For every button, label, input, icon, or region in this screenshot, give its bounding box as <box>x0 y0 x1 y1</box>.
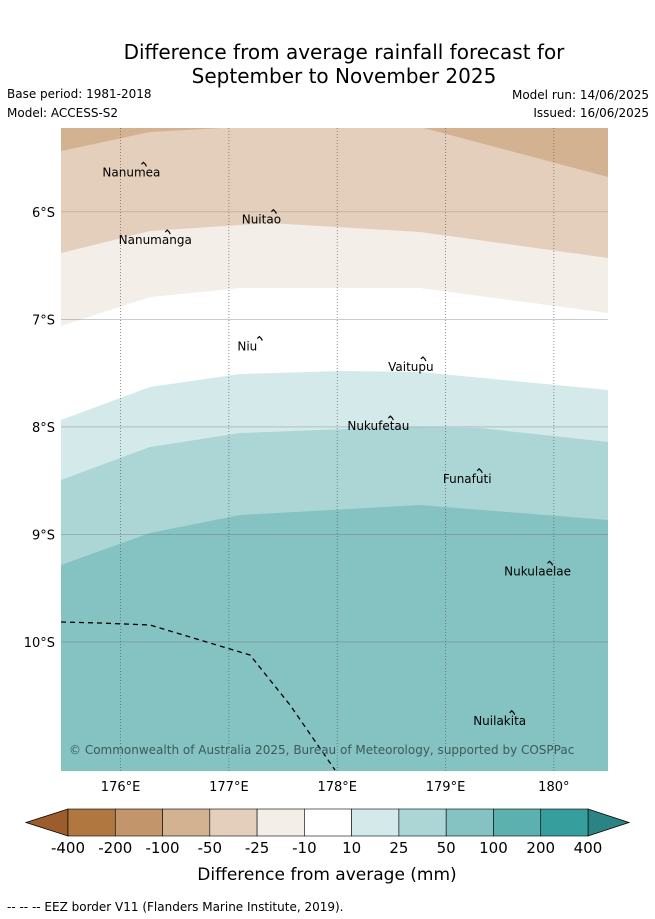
eez-footer-note: -- -- -- EEZ border V11 (Flanders Marine… <box>7 900 344 914</box>
title-line-1: Difference from average rainfall forecas… <box>123 40 565 64</box>
colorbar-swatch <box>493 808 542 837</box>
colorbar-tick-label: -100 <box>146 839 180 857</box>
island-shape <box>387 415 394 421</box>
base-period: Base period: 1981-2018 <box>7 87 152 101</box>
chart-title: Difference from average rainfall forecas… <box>0 40 655 88</box>
eez-border <box>61 621 336 771</box>
colorbar-tick-label: 25 <box>389 839 408 857</box>
graticule <box>61 128 608 771</box>
lat-tick-label: 7°S <box>32 313 55 328</box>
rainfall-bands <box>61 128 608 771</box>
island-shape <box>547 560 554 566</box>
island-shape <box>420 356 427 362</box>
lat-tick-label: 8°S <box>32 421 55 436</box>
lat-tick-label: 10°S <box>24 636 55 651</box>
colorbar-swatch <box>256 808 305 837</box>
island-shape <box>140 161 147 167</box>
colorbar-swatch <box>304 808 352 837</box>
island-label: Nukufetau <box>347 419 409 433</box>
island-label: Nuitao <box>242 213 281 227</box>
lon-tick-label: 180° <box>538 780 569 795</box>
lat-tick-label: 6°S <box>32 206 55 221</box>
axis-tick-labels: 176°E 177°E 178°E 179°E 180° 6°S 7°S 8°S 9°S 10°S <box>24 206 570 795</box>
colorbar-tick-label: 100 <box>479 839 508 857</box>
colorbar-swatch <box>114 808 163 837</box>
island-label: Vaitupu <box>388 360 434 374</box>
model-name: Model: ACCESS-S2 <box>7 106 119 120</box>
island-label: Nuilakita <box>473 714 526 728</box>
issued-date: Issued: 16/06/2025 <box>533 106 649 120</box>
colorbar-tick-label: -25 <box>245 839 270 857</box>
colorbar-swatch <box>445 808 494 837</box>
colorbar-over-arrow <box>587 808 631 837</box>
colorbar-tick-label: 200 <box>526 839 555 857</box>
island-label: Nanumanga <box>119 233 192 247</box>
colorbar-swatch <box>540 808 589 837</box>
copyright-notice: © Commonwealth of Australia 2025, Bureau… <box>69 743 574 757</box>
island-label: Nukulaelae <box>504 564 571 578</box>
colorbar-tick-label: 400 <box>574 839 603 857</box>
title-line-2: September to November 2025 <box>191 64 497 88</box>
island-label: Funafuti <box>443 472 492 486</box>
colorbar-tick-label: -50 <box>198 839 223 857</box>
island-label: Nanumea <box>102 165 160 179</box>
model-run: Model run: 14/06/2025 <box>511 88 649 102</box>
island-shape <box>164 229 171 235</box>
band-50-to-100 <box>61 505 608 771</box>
colorbar-swatch <box>67 808 116 837</box>
island-shape <box>270 208 277 214</box>
colorbar-swatch <box>209 808 258 837</box>
colorbar-label: Difference from average (mm) <box>197 865 456 885</box>
colorbar-tick-label: -10 <box>292 839 317 857</box>
colorbar-tick-label: -400 <box>51 839 85 857</box>
colorbar-swatch <box>162 808 211 837</box>
colorbar-swatch <box>398 808 447 837</box>
island-shape <box>509 709 516 716</box>
lon-tick-label: 179°E <box>426 780 466 795</box>
colorbar-tick-label: 50 <box>437 839 456 857</box>
island-shape <box>476 467 483 474</box>
colorbar-swatch <box>351 808 400 837</box>
colorbar: -400 -200 -100 -50 -25 -10 10 25 50 100 200 400 <box>24 808 631 857</box>
lon-tick-label: 176°E <box>101 780 141 795</box>
island-labels: Nanumea Nuitao Nanumanga Niu Vaitupu Nukufeta… <box>102 161 571 728</box>
colorbar-tick-label: -200 <box>98 839 132 857</box>
lon-tick-label: 178°E <box>317 780 357 795</box>
colorbar-tick-label: 10 <box>342 839 361 857</box>
lat-tick-label: 9°S <box>32 528 55 543</box>
island-shape <box>256 335 263 341</box>
colorbar-under-arrow <box>24 808 69 837</box>
lon-tick-label: 177°E <box>209 780 249 795</box>
island-label: Niu <box>237 340 257 354</box>
